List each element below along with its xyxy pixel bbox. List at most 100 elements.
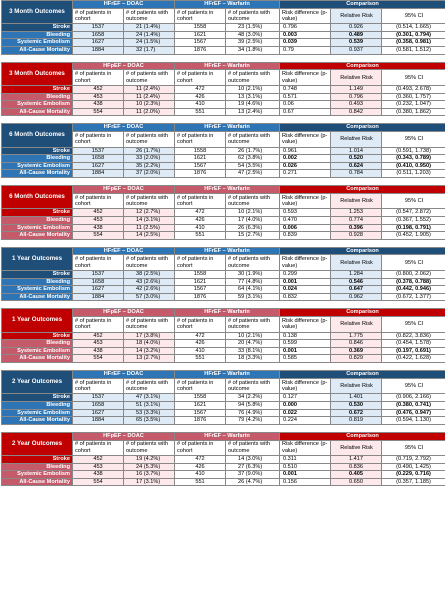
ci-cell: (0.380, 1.862) — [381, 107, 445, 117]
relative-risk-cell: 0.520 — [330, 154, 383, 163]
relative-risk-cell: 0.928 — [330, 231, 383, 240]
doac-cohort-cell: 1658 — [72, 154, 124, 163]
warfarin-cohort-cell: 1567 — [174, 285, 227, 294]
warfarin-cohort-header: # of patients in cohort — [174, 254, 227, 271]
outcome-label: All-Cause Mortality — [1, 354, 73, 364]
warfarin-cohort-cell: 410 — [174, 470, 226, 479]
doac-outcome-cell: 17 (3.1%) — [123, 477, 175, 487]
outcome-label: Systemic Embolism — [1, 223, 73, 233]
relative-risk-cell: 0.530 — [330, 400, 383, 410]
group-header-row: 1 Year Outcomes HFpEF – DOAC HFrEF – Warfa… — [1, 308, 445, 333]
warfarin-cohort-cell: 1621 — [174, 154, 227, 163]
outcome-label: All-Cause Mortality — [1, 107, 73, 117]
relative-risk-cell: 1.149 — [330, 84, 383, 94]
warfarin-cohort-cell: 1558 — [174, 270, 227, 279]
relative-risk-cell: 0.539 — [330, 38, 383, 48]
warfarin-cohort-cell: 551 — [174, 477, 226, 487]
warfarin-outcome-cell: 23 (1.5%) — [225, 23, 281, 32]
risk-difference-cell: 0.271 — [279, 169, 332, 178]
ci-header: 95% CI — [381, 7, 445, 25]
relative-risk-cell: 0.836 — [330, 462, 383, 472]
risk-difference-cell: 0.000 — [279, 400, 332, 410]
risk-difference-cell: 0.585 — [279, 354, 332, 364]
warfarin-outcome-cell: 13 (2.4%) — [224, 107, 281, 117]
risk-difference-cell: 0.470 — [279, 215, 332, 225]
doac-outcome-cell: 51 (3.1%) — [122, 400, 176, 410]
risk-difference-header: Risk difference (p-value) — [279, 254, 332, 271]
data-row: All-Cause Mortality 554 17 (3.1%) 551 26 (4.… — [1, 477, 445, 487]
risk-difference-header: Risk difference (p-value) — [279, 377, 332, 395]
warfarin-outcome-cell: 48 (3.0%) — [225, 30, 281, 40]
warfarin-outcome-cell: 27 (6.3%) — [224, 462, 281, 472]
block-title: 6 Month Outcomes — [1, 185, 73, 210]
doac-outcome-header: # of patients with outcome — [123, 69, 175, 86]
warfarin-outcome-cell: 26 (6.3%) — [224, 223, 281, 233]
warfarin-outcome-cell: 79 (4.2%) — [225, 416, 281, 425]
warfarin-cohort-cell: 1876 — [174, 416, 227, 425]
doac-outcome-cell: 13 (2.7%) — [123, 354, 175, 364]
ci-cell: (0.906, 2.166) — [381, 393, 445, 402]
doac-outcome-cell: 37 (2.0%) — [122, 169, 176, 178]
doac-cohort-header: # of patients in cohort — [72, 7, 124, 25]
doac-outcome-cell: 10 (2.3%) — [123, 100, 175, 109]
data-row: Systemic Embolism 1627 42 (2.6%) 1567 64 (4.… — [1, 285, 445, 294]
warfarin-outcome-header: # of patients with outcome — [224, 69, 281, 86]
data-row: Stroke 1537 26 (1.7%) 1558 26 (1.7%) 0.961 1.0… — [1, 146, 445, 156]
doac-outcome-cell: 35 (2.2%) — [122, 161, 176, 171]
data-row: Stroke 452 12 (2.7%) 472 10 (2.1%) 0.593 1.253… — [1, 208, 445, 217]
doac-cohort-header: # of patients in cohort — [72, 316, 124, 333]
relative-risk-cell: 0.962 — [330, 292, 383, 302]
warfarin-outcome-header: # of patients with outcome — [225, 131, 281, 148]
outcome-label: Stroke — [1, 331, 73, 341]
data-row: All-Cause Mortality 554 13 (2.7%) 551 18 (3.… — [1, 354, 445, 364]
group-header-row: 3 Month Outcomes HFrEF – DOAC HFrEF – Warf… — [1, 0, 445, 25]
risk-difference-cell: 0.67 — [279, 107, 332, 117]
outcome-label: Stroke — [1, 208, 73, 217]
warfarin-outcome-header: # of patients with outcome — [225, 254, 281, 271]
ci-cell: (0.378, 0.788) — [381, 277, 445, 287]
data-row: Systemic Embolism 438 14 (3.2%) 410 33 (8.1%… — [1, 346, 445, 356]
comparison-group-header: Comparison — [279, 0, 445, 9]
doac-cohort-header: # of patients in cohort — [72, 439, 124, 456]
doac-group-header: HFpEF – DOAC — [72, 185, 175, 194]
block-title: 2 Year Outcomes — [1, 370, 73, 395]
warfarin-outcome-cell: 26 (1.7%) — [225, 146, 281, 156]
warfarin-cohort-cell: 410 — [174, 346, 226, 356]
warfarin-group-header: HFrEF – Warfarin — [173, 431, 281, 441]
doac-outcome-header: # of patients with outcome — [123, 192, 175, 210]
doac-outcome-cell: 12 (2.7%) — [123, 208, 175, 217]
ci-header: 95% CI — [381, 192, 445, 210]
data-row: Systemic Embolism 438 10 (2.3%) 410 19 (4.6%… — [1, 100, 445, 109]
doac-cohort-header: # of patients in cohort — [72, 69, 124, 86]
group-header-row: 2 Year Outcomes HFpEF – DOAC HFrEF – Warfa… — [1, 431, 445, 457]
doac-outcome-cell: 16 (3.7%) — [123, 470, 175, 479]
doac-cohort-cell: 453 — [72, 339, 124, 348]
warfarin-group-header: HFrEF – Warfarin — [174, 123, 281, 133]
outcome-label: Bleeding — [1, 92, 73, 102]
warfarin-outcome-cell: 33 (8.1%) — [224, 346, 281, 356]
doac-cohort-cell: 1627 — [72, 38, 124, 48]
ci-cell: (0.410, 0.950) — [381, 161, 445, 171]
doac-outcome-cell: 53 (3.3%) — [122, 408, 176, 418]
relative-risk-header: Relative Risk — [330, 439, 383, 456]
warfarin-outcome-cell: 59 (3.1%) — [225, 292, 281, 302]
doac-group-header: HFpEF – DOAC — [72, 431, 175, 441]
relative-risk-cell: 0.624 — [330, 161, 383, 171]
warfarin-cohort-cell: 472 — [174, 455, 226, 464]
doac-outcome-cell: 65 (3.5%) — [122, 416, 176, 425]
ci-cell: (0.198, 0.791) — [381, 223, 445, 233]
data-row: Bleeding 453 14 (3.1%) 426 17 (4.0%) 0.470 0.7… — [1, 215, 445, 225]
warfarin-cohort-cell: 426 — [174, 92, 226, 102]
ci-cell: (0.229, 0.716) — [381, 470, 445, 479]
relative-risk-cell: 0.842 — [330, 107, 383, 117]
relative-risk-cell: 1.417 — [330, 455, 383, 464]
doac-outcome-header: # of patients with outcome — [122, 131, 176, 148]
warfarin-cohort-cell: 1876 — [174, 46, 227, 55]
risk-difference-cell: 0.593 — [279, 208, 332, 217]
doac-cohort-cell: 452 — [72, 455, 124, 464]
doac-outcome-cell: 24 (1.4%) — [122, 30, 176, 40]
block-title: 2 Year Outcomes — [1, 431, 73, 457]
ci-header: 95% CI — [381, 254, 445, 271]
group-header-row: 6 Month Outcomes HFpEF – DOAC HFrEF – Warf… — [1, 185, 445, 210]
outcome-label: Bleeding — [1, 154, 73, 163]
